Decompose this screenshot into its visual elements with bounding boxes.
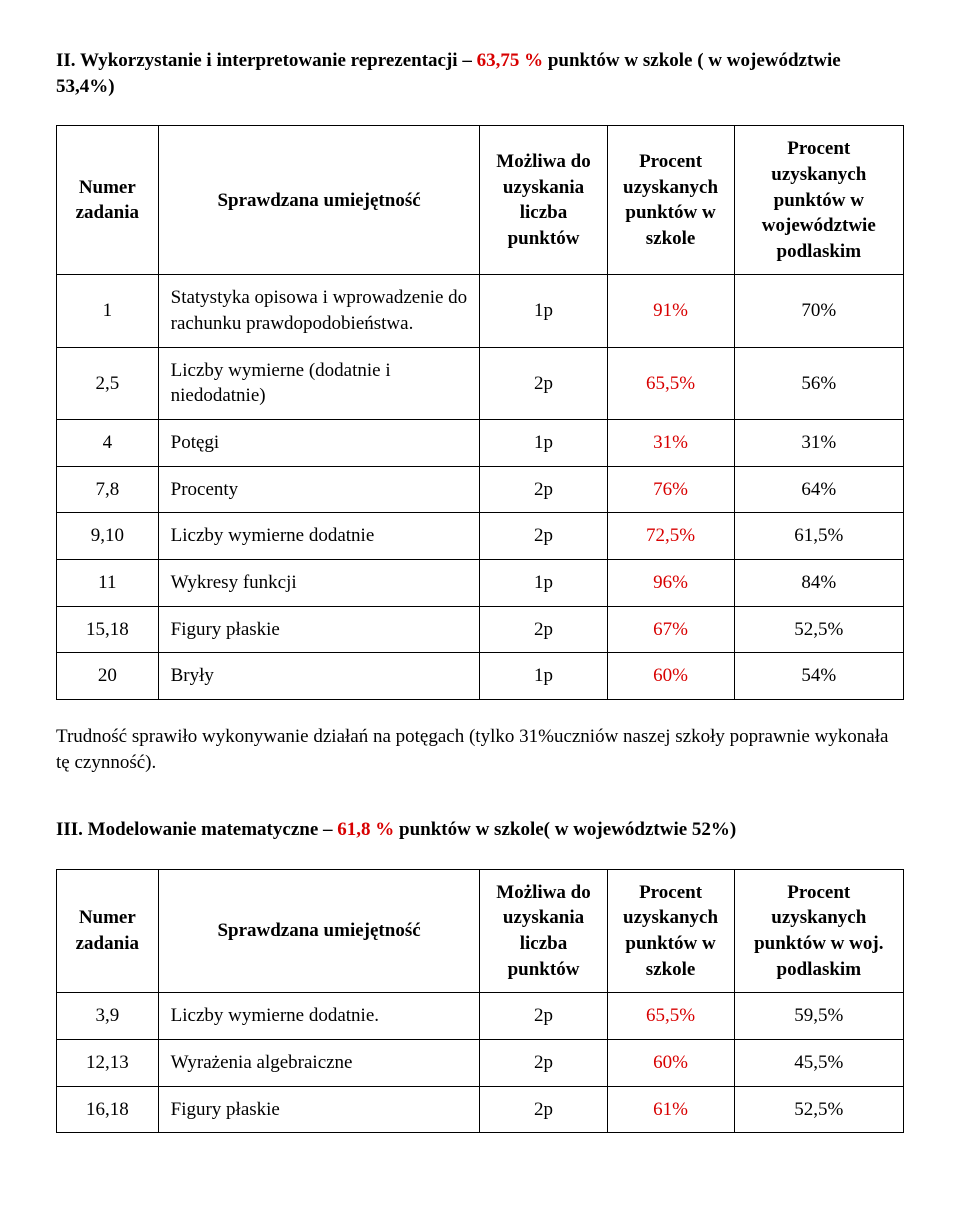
table-row: 7,8 Procenty 2p 76% 64% [57,466,904,513]
table-row: 4 Potęgi 1p 31% 31% [57,420,904,467]
cell-woj: 56% [734,347,903,419]
cell-woj: 59,5% [734,993,903,1040]
cell-woj: 70% [734,275,903,347]
cell-num: 2,5 [57,347,159,419]
cell-num: 4 [57,420,159,467]
cell-skill: Bryły [158,653,480,700]
col-header-skill: Sprawdzana umiejętność [158,869,480,993]
section3-title-suffix: punktów w szkole( w województwie 52%) [394,819,736,840]
section3-table: Numer zadania Sprawdzana umiejętność Moż… [56,869,904,1133]
section2-title-prefix: II. Wykorzystanie i interpretowanie repr… [56,50,477,71]
cell-school: 76% [607,466,734,513]
cell-pts: 2p [480,1040,607,1087]
cell-skill: Statystyka opisowa i wprowadzenie do rac… [158,275,480,347]
table-header-row: Numer zadania Sprawdzana umiejętność Moż… [57,869,904,993]
table-row: 12,13 Wyrażenia algebraiczne 2p 60% 45,5… [57,1040,904,1087]
section3-title-prefix: III. Modelowanie matematyczne – [56,819,337,840]
cell-skill: Liczby wymierne (dodatnie i niedodatnie) [158,347,480,419]
table-row: 3,9 Liczby wymierne dodatnie. 2p 65,5% 5… [57,993,904,1040]
cell-skill: Wyrażenia algebraiczne [158,1040,480,1087]
col-header-woj: Procent uzyskanych punktów w województwi… [734,126,903,275]
col-header-skill: Sprawdzana umiejętność [158,126,480,275]
table-row: 2,5 Liczby wymierne (dodatnie i niedodat… [57,347,904,419]
section2-table: Numer zadania Sprawdzana umiejętność Moż… [56,125,904,700]
cell-skill: Wykresy funkcji [158,559,480,606]
cell-pts: 2p [480,606,607,653]
cell-pts: 1p [480,275,607,347]
cell-skill: Procenty [158,466,480,513]
cell-school: 60% [607,1040,734,1087]
cell-skill: Liczby wymierne dodatnie. [158,993,480,1040]
col-header-school: Procent uzyskanych punktów w szkole [607,126,734,275]
cell-pts: 1p [480,420,607,467]
table-header-row: Numer zadania Sprawdzana umiejętność Moż… [57,126,904,275]
cell-num: 12,13 [57,1040,159,1087]
cell-num: 9,10 [57,513,159,560]
table-row: 9,10 Liczby wymierne dodatnie 2p 72,5% 6… [57,513,904,560]
section2-title-pct: 63,75 % [477,50,544,71]
cell-woj: 45,5% [734,1040,903,1087]
cell-num: 11 [57,559,159,606]
cell-school: 65,5% [607,347,734,419]
cell-skill: Potęgi [158,420,480,467]
cell-school: 91% [607,275,734,347]
cell-woj: 52,5% [734,606,903,653]
section3-title-pct: 61,8 % [337,819,394,840]
cell-woj: 31% [734,420,903,467]
cell-pts: 1p [480,559,607,606]
table-row: 11 Wykresy funkcji 1p 96% 84% [57,559,904,606]
cell-woj: 52,5% [734,1086,903,1133]
cell-num: 20 [57,653,159,700]
cell-pts: 1p [480,653,607,700]
cell-skill: Figury płaskie [158,606,480,653]
section2-title: II. Wykorzystanie i interpretowanie repr… [56,48,904,99]
section3-title: III. Modelowanie matematyczne – 61,8 % p… [56,817,904,843]
cell-pts: 2p [480,1086,607,1133]
cell-num: 15,18 [57,606,159,653]
cell-pts: 2p [480,993,607,1040]
col-header-school: Procent uzyskanych punktów w szkole [607,869,734,993]
cell-school: 96% [607,559,734,606]
col-header-possible: Możliwa do uzyskania liczba punktów [480,126,607,275]
cell-num: 7,8 [57,466,159,513]
cell-school: 31% [607,420,734,467]
col-header-num: Numer zadania [57,126,159,275]
cell-woj: 61,5% [734,513,903,560]
cell-pts: 2p [480,347,607,419]
col-header-woj: Procent uzyskanych punktów w woj. podlas… [734,869,903,993]
cell-school: 72,5% [607,513,734,560]
col-header-possible: Możliwa do uzyskania liczba punktów [480,869,607,993]
cell-num: 16,18 [57,1086,159,1133]
table-row: 20 Bryły 1p 60% 54% [57,653,904,700]
table-row: 15,18 Figury płaskie 2p 67% 52,5% [57,606,904,653]
cell-skill: Liczby wymierne dodatnie [158,513,480,560]
cell-woj: 64% [734,466,903,513]
cell-pts: 2p [480,513,607,560]
cell-skill: Figury płaskie [158,1086,480,1133]
table-row: 1 Statystyka opisowa i wprowadzenie do r… [57,275,904,347]
cell-num: 1 [57,275,159,347]
cell-school: 60% [607,653,734,700]
cell-pts: 2p [480,466,607,513]
cell-woj: 54% [734,653,903,700]
table-row: 16,18 Figury płaskie 2p 61% 52,5% [57,1086,904,1133]
cell-school: 61% [607,1086,734,1133]
cell-num: 3,9 [57,993,159,1040]
cell-woj: 84% [734,559,903,606]
cell-school: 67% [607,606,734,653]
col-header-num: Numer zadania [57,869,159,993]
section2-footer: Trudność sprawiło wykonywanie działań na… [56,724,904,775]
cell-school: 65,5% [607,993,734,1040]
